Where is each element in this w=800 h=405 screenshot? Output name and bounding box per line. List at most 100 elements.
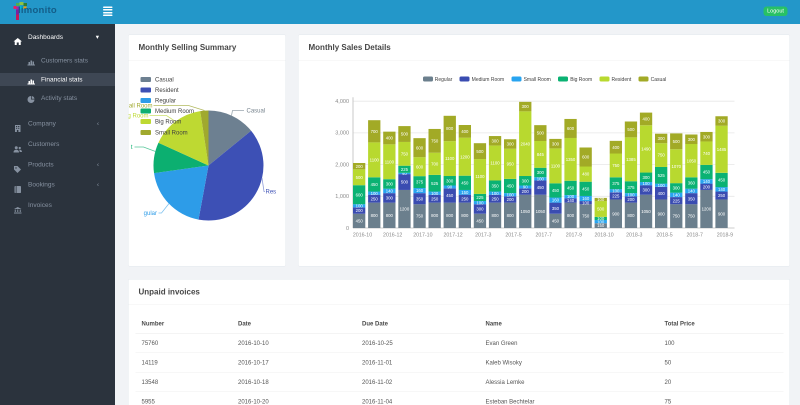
svg-text:1350: 1350 <box>566 157 576 162</box>
svg-text:150: 150 <box>597 223 605 228</box>
svg-text:100: 100 <box>597 219 605 224</box>
svg-text:300: 300 <box>507 142 515 147</box>
svg-text:300: 300 <box>688 137 696 142</box>
svg-text:225: 225 <box>612 194 620 199</box>
svg-text:900: 900 <box>718 211 726 216</box>
svg-text:1200: 1200 <box>460 154 470 159</box>
svg-text:450: 450 <box>356 218 364 223</box>
svg-text:845: 845 <box>537 152 545 157</box>
svg-text:2018-10: 2018-10 <box>594 233 613 239</box>
svg-text:1200: 1200 <box>400 207 410 212</box>
svg-text:450: 450 <box>567 186 575 191</box>
svg-text:90: 90 <box>447 185 452 190</box>
svg-text:400: 400 <box>386 136 394 141</box>
svg-text:750: 750 <box>416 214 424 219</box>
svg-text:140: 140 <box>703 179 711 184</box>
svg-text:2040: 2040 <box>520 141 530 146</box>
svg-text:300: 300 <box>642 188 650 193</box>
svg-text:350: 350 <box>416 196 424 201</box>
svg-text:140: 140 <box>673 192 681 197</box>
svg-text:1200: 1200 <box>702 207 712 212</box>
svg-text:450: 450 <box>446 193 454 198</box>
svg-text:100: 100 <box>507 192 515 197</box>
svg-text:1485: 1485 <box>717 147 727 152</box>
svg-text:600: 600 <box>416 145 424 150</box>
svg-text:2018-5: 2018-5 <box>656 233 672 239</box>
svg-text:100: 100 <box>491 191 499 196</box>
svg-text:225: 225 <box>673 198 681 203</box>
svg-text:1100: 1100 <box>370 157 380 162</box>
svg-text:200: 200 <box>507 197 515 202</box>
svg-text:140: 140 <box>718 187 726 192</box>
svg-text:2016-12: 2016-12 <box>383 233 402 239</box>
svg-text:525: 525 <box>658 173 666 178</box>
svg-text:750: 750 <box>431 138 439 143</box>
svg-text:500: 500 <box>537 131 545 136</box>
svg-text:t: t <box>131 145 133 151</box>
svg-text:1050: 1050 <box>641 209 651 214</box>
svg-text:2017-10: 2017-10 <box>413 233 432 239</box>
svg-text:2017-5: 2017-5 <box>505 233 521 239</box>
svg-text:400: 400 <box>642 117 650 122</box>
svg-text:400: 400 <box>658 191 666 196</box>
svg-text:500: 500 <box>401 180 409 185</box>
svg-text:300: 300 <box>522 178 530 183</box>
svg-text:100: 100 <box>627 192 635 197</box>
svg-text:300: 300 <box>491 138 499 143</box>
svg-text:400: 400 <box>461 129 469 134</box>
svg-text:450: 450 <box>476 218 484 223</box>
svg-text:1100: 1100 <box>445 156 455 161</box>
svg-text:600: 600 <box>582 155 590 160</box>
svg-text:800: 800 <box>446 126 454 131</box>
svg-text:1100: 1100 <box>385 159 395 164</box>
svg-text:2,000: 2,000 <box>335 162 349 168</box>
svg-text:750: 750 <box>673 214 681 219</box>
svg-text:100: 100 <box>431 191 439 196</box>
svg-text:500: 500 <box>401 132 409 137</box>
svg-text:40: 40 <box>402 171 407 176</box>
svg-text:350: 350 <box>552 206 560 211</box>
svg-text:700: 700 <box>371 129 379 134</box>
svg-text:1070: 1070 <box>671 164 681 169</box>
svg-text:250: 250 <box>371 196 379 201</box>
svg-text:225: 225 <box>401 167 409 172</box>
svg-text:800: 800 <box>386 213 394 218</box>
svg-text:375: 375 <box>416 180 424 185</box>
svg-text:800: 800 <box>491 213 499 218</box>
svg-text:450: 450 <box>703 170 711 175</box>
svg-text:100: 100 <box>597 197 605 202</box>
svg-text:200: 200 <box>356 208 364 213</box>
svg-text:2017-7: 2017-7 <box>536 233 552 239</box>
svg-text:200: 200 <box>522 189 530 194</box>
svg-text:375: 375 <box>627 185 635 190</box>
svg-text:500: 500 <box>673 139 681 144</box>
svg-text:360: 360 <box>688 181 696 186</box>
svg-text:2016-10: 2016-10 <box>353 233 372 239</box>
svg-text:600: 600 <box>567 126 575 131</box>
svg-text:600: 600 <box>416 164 424 169</box>
svg-text:800: 800 <box>507 213 515 218</box>
svg-text:160: 160 <box>552 198 560 203</box>
svg-text:400: 400 <box>612 145 620 150</box>
svg-text:225: 225 <box>476 195 484 200</box>
svg-text:740: 740 <box>703 151 711 156</box>
svg-text:750: 750 <box>688 214 696 219</box>
svg-text:300: 300 <box>522 104 530 109</box>
svg-text:Resident: Resident <box>266 190 277 196</box>
svg-text:2018-7: 2018-7 <box>687 233 703 239</box>
svg-text:300: 300 <box>476 207 484 212</box>
svg-text:250: 250 <box>461 196 469 201</box>
svg-text:2017-3: 2017-3 <box>475 233 491 239</box>
svg-text:300: 300 <box>386 196 394 201</box>
svg-text:300: 300 <box>446 178 454 183</box>
svg-text:150: 150 <box>461 190 469 195</box>
svg-text:450: 450 <box>552 218 560 223</box>
svg-text:1100: 1100 <box>551 163 561 168</box>
svg-text:525: 525 <box>431 181 439 186</box>
svg-text:375: 375 <box>612 181 620 186</box>
svg-text:250: 250 <box>431 196 439 201</box>
svg-text:950: 950 <box>507 161 515 166</box>
svg-text:140: 140 <box>386 189 394 194</box>
svg-text:800: 800 <box>627 213 635 218</box>
svg-text:450: 450 <box>507 184 515 189</box>
